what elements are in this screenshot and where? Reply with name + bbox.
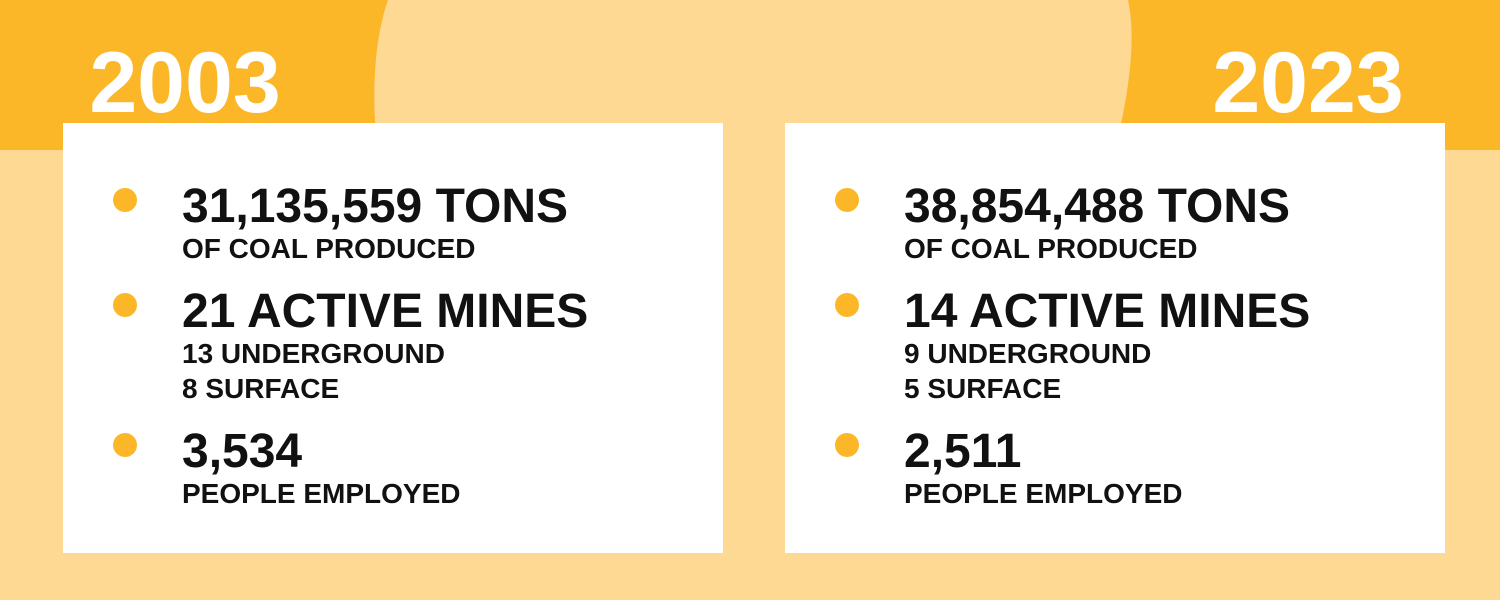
year-tab — [1115, 0, 1500, 150]
bullet — [113, 433, 137, 457]
card — [785, 123, 1445, 553]
detail: 13 UNDERGROUND — [182, 338, 445, 369]
year-tab — [0, 0, 388, 150]
bullet — [835, 433, 859, 457]
year: 2023 — [1212, 35, 1403, 131]
detail: PEOPLE EMPLOYED — [182, 478, 461, 509]
detail: PEOPLE EMPLOYED — [904, 478, 1183, 509]
detail: 9 UNDERGROUND — [904, 338, 1151, 369]
headline: 31,135,559 TONS — [182, 180, 568, 233]
detail: 5 SURFACE — [904, 373, 1061, 404]
bullet — [835, 188, 859, 212]
year: 2003 — [89, 35, 280, 131]
detail: OF COAL PRODUCED — [182, 233, 476, 264]
bullet — [113, 188, 137, 212]
detail: 8 SURFACE — [182, 373, 339, 404]
detail: OF COAL PRODUCED — [904, 233, 1198, 264]
headline: 2,511 — [904, 425, 1021, 478]
headline: 38,854,488 TONS — [904, 180, 1290, 233]
headline: 14 ACTIVE MINES — [904, 285, 1310, 338]
headline: 21 ACTIVE MINES — [182, 285, 588, 338]
card — [63, 123, 723, 553]
headline: 3,534 — [182, 425, 302, 478]
bullet — [113, 293, 137, 317]
bullet — [835, 293, 859, 317]
